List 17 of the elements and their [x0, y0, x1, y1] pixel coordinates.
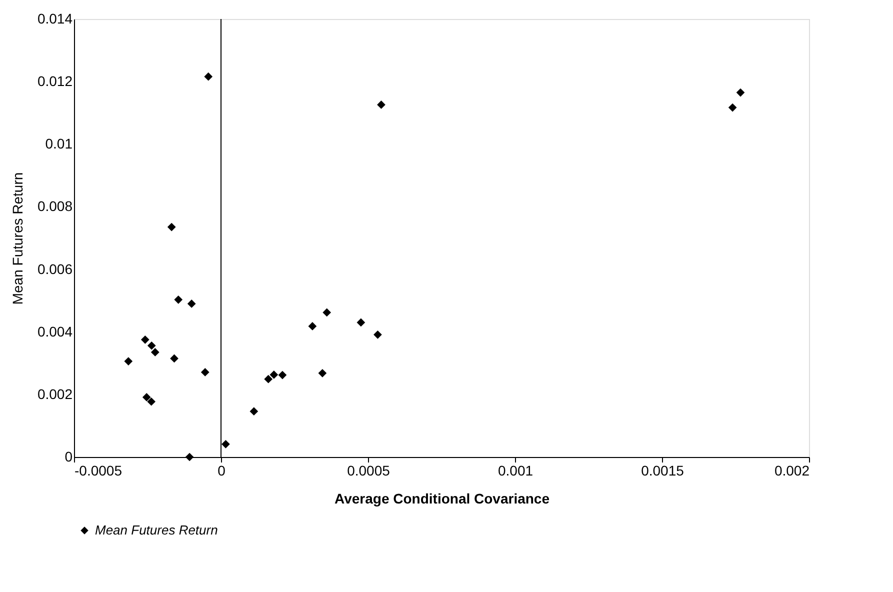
- y-tick-label: 0.006: [37, 260, 73, 277]
- y-tick-label: 0.01: [45, 136, 73, 152]
- y-tick-label: 0.014: [37, 10, 73, 26]
- y-tick-label: 0.012: [37, 73, 73, 90]
- y-tick-label: 0.002: [37, 386, 73, 402]
- y-tick-label: 0.008: [37, 198, 73, 214]
- x-tick-label: 0: [218, 462, 226, 478]
- x-tick-label: 0.0005: [347, 462, 390, 478]
- y-axis-title: Mean Futures Return: [9, 172, 26, 305]
- x-tick-label: -0.0005: [74, 462, 122, 478]
- y-tick-label: 0: [64, 448, 73, 464]
- x-tick-label: 0.002: [774, 462, 810, 478]
- y-tick-label: 0.004: [37, 323, 73, 340]
- x-tick-label: 0.001: [498, 462, 534, 478]
- legend-label: Mean Futures Return: [95, 522, 218, 538]
- x-axis-title: Average Conditional Covariance: [334, 490, 550, 506]
- x-tick-label: 0.0015: [641, 462, 684, 478]
